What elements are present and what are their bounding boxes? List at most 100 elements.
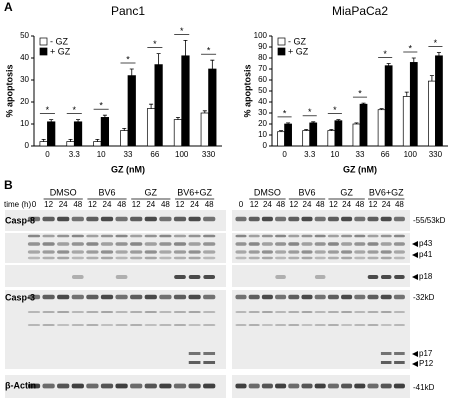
- error-bar: [436, 52, 441, 56]
- time-label: 0: [32, 200, 37, 209]
- band: [159, 383, 172, 389]
- bar: [334, 120, 343, 147]
- band: [188, 275, 201, 279]
- band: [188, 352, 201, 355]
- band: [354, 294, 366, 300]
- band: [115, 250, 128, 254]
- band: [188, 234, 201, 238]
- band: [144, 324, 157, 326]
- arrow: [412, 351, 418, 357]
- band: [159, 250, 172, 254]
- band: [42, 216, 55, 222]
- chart-title: MiaPaCa2: [332, 4, 388, 18]
- band: [327, 311, 339, 313]
- significance-star: *: [283, 108, 287, 118]
- band: [86, 234, 99, 238]
- band: [314, 324, 326, 326]
- band: [354, 250, 366, 254]
- group-label: BV6+GZ: [369, 187, 404, 197]
- bar: [73, 121, 83, 147]
- y-tick-label: 70: [258, 64, 267, 73]
- band: [115, 234, 128, 238]
- band: [188, 294, 201, 300]
- band: [57, 256, 70, 260]
- band: [100, 383, 114, 389]
- blot: [5, 233, 226, 263]
- band: [393, 250, 405, 254]
- band: [100, 250, 114, 254]
- bar: [154, 64, 163, 147]
- bar: [402, 96, 411, 147]
- band: [115, 383, 128, 389]
- significance-star: *: [308, 107, 312, 117]
- band: [144, 216, 157, 222]
- band: [394, 361, 405, 364]
- band: [130, 250, 143, 254]
- band: [301, 234, 313, 238]
- band: [115, 216, 128, 222]
- x-tick-label: 3.3: [69, 150, 81, 159]
- band: [173, 311, 187, 313]
- band: [314, 256, 326, 260]
- band: [248, 383, 260, 389]
- band: [341, 216, 353, 222]
- band: [144, 242, 157, 246]
- band: [275, 216, 287, 222]
- band: [275, 275, 286, 279]
- band: [301, 242, 313, 246]
- error-bar: [202, 110, 207, 113]
- band: [100, 216, 114, 222]
- group-label: DMSO: [254, 187, 281, 197]
- band: [235, 311, 247, 313]
- panel-label: A: [4, 0, 13, 14]
- band: [130, 311, 143, 313]
- band: [235, 383, 247, 389]
- band: [57, 242, 70, 246]
- band: [203, 383, 216, 389]
- band: [380, 311, 392, 313]
- band: [173, 383, 187, 389]
- band: [341, 234, 353, 238]
- band: [203, 250, 216, 254]
- band: [314, 275, 326, 279]
- y-tick-label: 90: [258, 42, 267, 51]
- band: [393, 242, 405, 246]
- band: [288, 294, 300, 300]
- error-bar: [49, 119, 54, 122]
- band: [203, 256, 216, 260]
- band: [301, 256, 313, 260]
- y-tick-label: 80: [258, 53, 267, 62]
- bar: [327, 130, 336, 147]
- band: [314, 311, 326, 313]
- time-label: 24: [263, 200, 272, 209]
- band: [314, 294, 326, 300]
- band: [203, 352, 216, 355]
- time-label: 0: [239, 200, 244, 209]
- band: [314, 234, 326, 238]
- band: [144, 294, 157, 300]
- blot: [5, 265, 226, 287]
- band: [341, 294, 353, 300]
- band: [248, 311, 260, 313]
- error-bar: [183, 40, 188, 56]
- band: [261, 250, 273, 254]
- time-label: 24: [382, 200, 391, 209]
- time-label: 48: [117, 200, 126, 209]
- panel-label: B: [4, 178, 13, 192]
- band: [130, 256, 143, 260]
- x-tick-label: 66: [150, 150, 159, 159]
- significance-star: *: [409, 43, 413, 53]
- bar: [384, 65, 393, 147]
- band: [327, 234, 339, 238]
- bar: [309, 122, 318, 147]
- error-bar: [386, 63, 391, 66]
- blot: [5, 210, 226, 231]
- band: [86, 294, 99, 300]
- band: [27, 256, 41, 260]
- bar: [208, 68, 217, 147]
- band: [248, 216, 260, 222]
- protein-label: Casp-3: [5, 292, 35, 302]
- band: [188, 250, 201, 254]
- bar: [93, 141, 102, 147]
- band: [86, 256, 99, 260]
